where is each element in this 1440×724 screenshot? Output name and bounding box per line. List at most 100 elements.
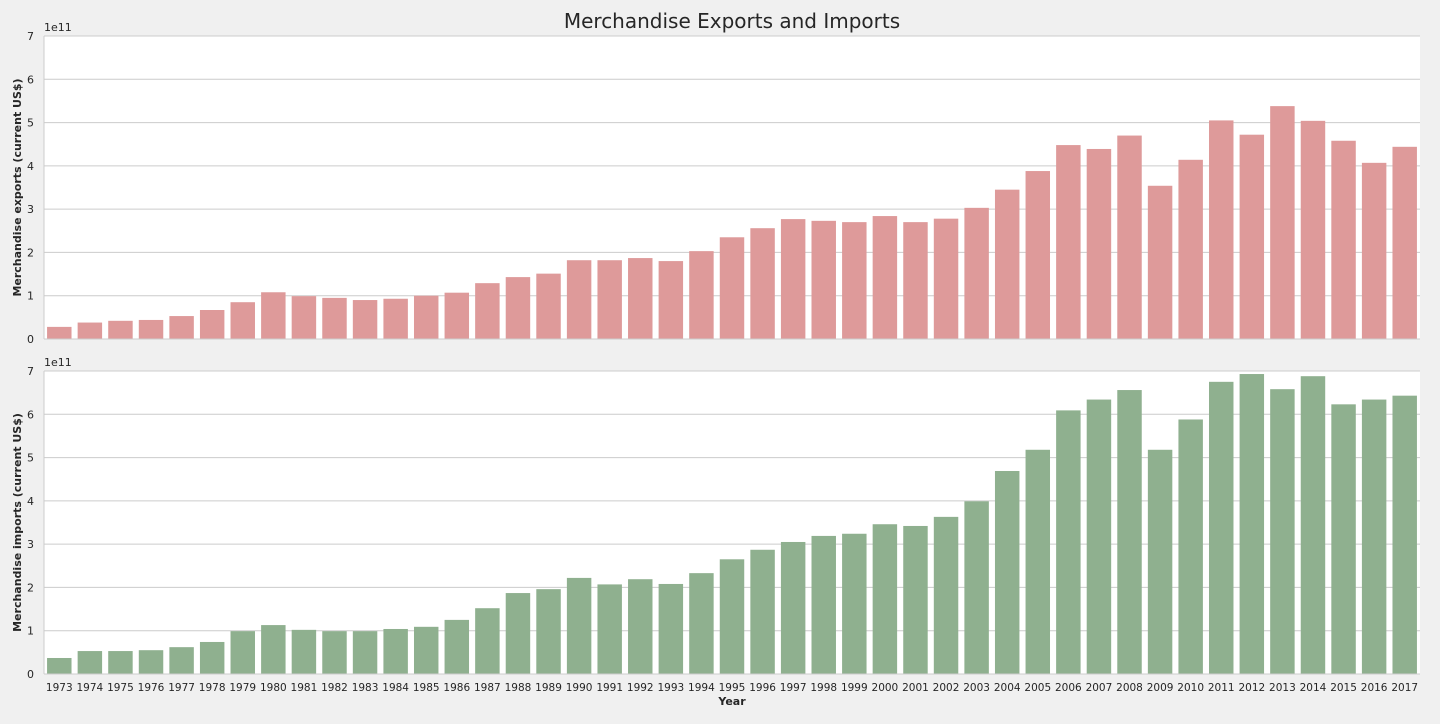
- bar-1999: [842, 222, 867, 339]
- x-tick-label: 2005: [1024, 682, 1051, 694]
- x-tick-label: 2001: [902, 682, 929, 694]
- x-tick-label: 1977: [168, 682, 195, 694]
- x-tick-label: 1996: [749, 682, 776, 694]
- x-tick-label: 1986: [443, 682, 470, 694]
- bar-1993: [658, 583, 684, 674]
- y-tick-label: 2: [27, 581, 34, 594]
- bar-1999: [842, 533, 867, 674]
- bar-1982: [322, 297, 347, 339]
- chart-panels: 0 1 2 3 4 5 6 7 1e11 Merchandise exports (current…: [11, 21, 1420, 708]
- bar-2003: [964, 501, 989, 674]
- bar-2017: [1392, 395, 1417, 674]
- bar-2013: [1270, 389, 1295, 674]
- bar-1976: [138, 319, 164, 339]
- x-tick-label: 2016: [1361, 682, 1388, 694]
- bar-2011: [1209, 381, 1234, 674]
- x-tick-label: 1984: [382, 682, 409, 694]
- bar-2000: [872, 524, 898, 674]
- y-axis-label: Merchandise imports (current US$): [11, 413, 24, 632]
- bar-2014: [1300, 120, 1326, 339]
- y-tick-label: 6: [27, 408, 34, 421]
- bar-2002: [933, 516, 959, 674]
- x-tick-label: 2014: [1300, 682, 1327, 694]
- bar-1996: [750, 549, 775, 674]
- x-tick-label: 1975: [107, 682, 134, 694]
- bar-1995: [719, 559, 745, 674]
- bar-2006: [1056, 410, 1081, 674]
- y-tick-label: 5: [27, 117, 34, 130]
- x-tick-label: 2011: [1208, 682, 1235, 694]
- bar-1980: [261, 292, 286, 339]
- bar-2000: [872, 216, 898, 339]
- x-tick-label: 1978: [199, 682, 226, 694]
- bar-2010: [1178, 419, 1203, 674]
- bar-1990: [566, 577, 592, 674]
- bar-1978: [199, 641, 225, 674]
- x-tick-label: 2013: [1269, 682, 1296, 694]
- x-tick-label: 1992: [627, 682, 654, 694]
- x-tick-label: 2004: [994, 682, 1021, 694]
- chart-panel-2: 0 1 2 3 4 5 6 7 1e11 Merchandise imports (current…: [11, 356, 1420, 708]
- x-tick-label: 2010: [1177, 682, 1204, 694]
- x-tick-label: 2017: [1391, 682, 1418, 694]
- bar-2013: [1270, 106, 1295, 339]
- bar-2008: [1117, 390, 1142, 674]
- bar-1988: [505, 593, 531, 674]
- x-tick-label: 2015: [1330, 682, 1357, 694]
- bar-1980: [261, 625, 286, 674]
- x-tick-label: 1999: [841, 682, 868, 694]
- bar-2011: [1209, 120, 1234, 340]
- bar-1977: [169, 316, 194, 339]
- y-tick-label: 3: [27, 203, 34, 216]
- bar-1977: [169, 647, 194, 674]
- y-tick-label: 4: [27, 495, 34, 508]
- bar-2003: [964, 207, 989, 339]
- x-tick-label: 1990: [566, 682, 593, 694]
- bar-2006: [1056, 145, 1081, 339]
- x-tick-label: 1991: [596, 682, 623, 694]
- bar-1983: [352, 631, 378, 674]
- x-tick-label: 2002: [933, 682, 960, 694]
- figure-title: Merchandise Exports and Imports: [564, 9, 900, 33]
- bar-1982: [322, 631, 347, 674]
- x-tick-label: 2009: [1147, 682, 1174, 694]
- y-tick-label: 7: [27, 30, 34, 43]
- x-tick-label: 1974: [76, 682, 103, 694]
- y-tick-label: 1: [27, 625, 34, 638]
- y-axis-label: Merchandise exports (current US$): [11, 78, 24, 296]
- bar-1981: [291, 296, 317, 339]
- bar-1985: [413, 626, 439, 674]
- bar-1993: [658, 261, 684, 339]
- x-tick-label: 1987: [474, 682, 501, 694]
- bar-2010: [1178, 159, 1203, 339]
- bar-1996: [750, 228, 775, 339]
- y-scale-label: 1e11: [44, 356, 72, 369]
- bar-1994: [689, 573, 714, 674]
- y-tick-label: 0: [27, 668, 34, 681]
- y-tick-label: 7: [27, 365, 34, 378]
- bar-1991: [597, 584, 622, 674]
- bar-2001: [903, 525, 928, 674]
- x-tick-label: 1985: [413, 682, 440, 694]
- x-axis-label: Year: [717, 695, 746, 708]
- bar-1983: [352, 300, 378, 339]
- bar-2004: [994, 470, 1020, 674]
- bar-1992: [628, 258, 653, 339]
- bar-2012: [1239, 134, 1265, 339]
- bar-1998: [811, 535, 836, 674]
- x-tick-label: 2008: [1116, 682, 1143, 694]
- bar-2016: [1361, 399, 1387, 674]
- bar-2005: [1025, 449, 1051, 674]
- bar-2015: [1331, 404, 1356, 674]
- y-tick-label: 3: [27, 538, 34, 551]
- bar-2016: [1361, 162, 1387, 339]
- bar-1974: [77, 322, 103, 339]
- x-tick-label: 1988: [505, 682, 532, 694]
- bar-1978: [199, 309, 225, 339]
- x-tick-label: 1989: [535, 682, 562, 694]
- x-tick-label: 1993: [657, 682, 684, 694]
- bar-1985: [413, 295, 439, 339]
- bar-1979: [230, 302, 255, 339]
